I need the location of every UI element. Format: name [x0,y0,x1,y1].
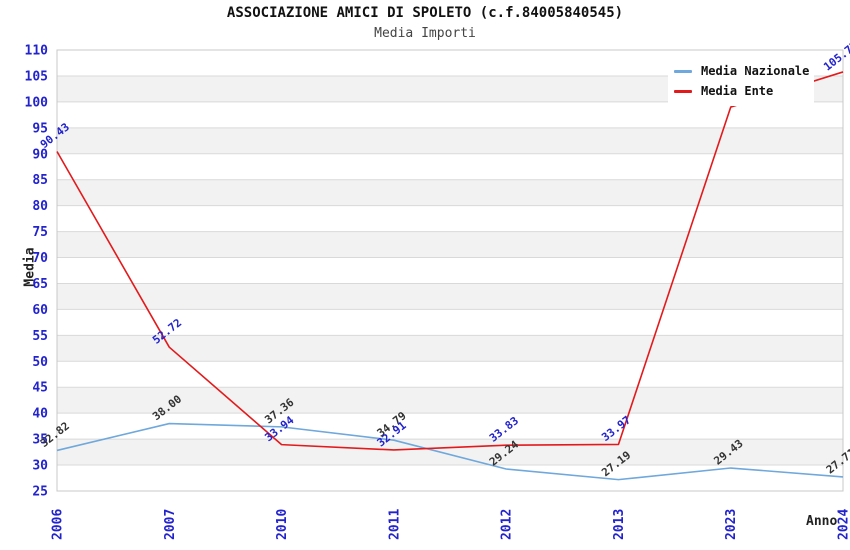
grid-band [57,127,843,154]
grid-band [57,101,843,128]
y-tick-label: 25 [32,485,48,500]
x-tick-label: 2023 [724,509,739,540]
y-tick-label: 30 [32,459,48,474]
series-line-media-nazionale [56,422,844,481]
legend-label-ente: Media Ente [701,84,774,98]
y-tick-label: 80 [32,199,48,214]
y-tick-label: 85 [32,173,48,188]
grid-band [57,439,843,466]
series-line-media-ente [56,71,844,451]
y-tick-label: 100 [25,95,49,110]
grid-band [57,153,843,180]
x-tick-label: 2013 [612,509,627,540]
y-tick-label: 65 [32,277,48,292]
grid-band [57,283,843,310]
legend-item-media-nazionale: Media Nazionale [674,64,814,78]
y-tick-label: 105 [25,69,48,84]
x-axis-title: Anno [806,514,838,529]
legend: Media Nazionale Media Ente [668,56,814,106]
y-tick-label: 90 [32,147,48,162]
x-tick-label: 2012 [500,509,515,540]
grid-band [57,413,843,440]
legend-item-media-ente: Media Ente [674,84,814,98]
x-tick-label: 2010 [275,509,290,540]
y-tick-label: 55 [32,329,48,344]
chart-subtitle: Media Importi [374,26,476,41]
chart-title: ASSOCIAZIONE AMICI DI SPOLETO (c.f.84005… [226,5,624,21]
grid-band [57,361,843,388]
legend-swatch-nazionale-icon [674,69,692,73]
grid-band [57,205,843,232]
plot-frame [56,49,844,492]
x-tick-label: 2006 [51,509,66,540]
legend-label-nazionale: Media Nazionale [701,64,810,78]
x-tick-label: 2011 [387,509,402,540]
y-tick-label: 50 [32,355,48,370]
legend-swatch-ente-icon [674,89,692,93]
grid-band [57,257,843,284]
y-tick-label: 45 [32,381,48,396]
y-tick-label: 70 [32,251,48,266]
y-tick-label: 75 [32,225,48,240]
grid-band [57,335,843,362]
x-tick-label: 2024 [837,509,850,540]
grid-band [57,309,843,336]
x-tick-label: 2007 [163,509,178,540]
grid-band [57,387,843,414]
y-tick-label: 110 [25,44,49,59]
y-axis-title: Media [22,247,38,287]
y-tick-label: 95 [32,121,48,136]
y-tick-label: 40 [32,407,48,422]
grid-band [57,231,843,258]
grid-band [57,179,843,206]
y-tick-label: 60 [32,303,48,318]
y-tick-label: 35 [32,433,48,448]
